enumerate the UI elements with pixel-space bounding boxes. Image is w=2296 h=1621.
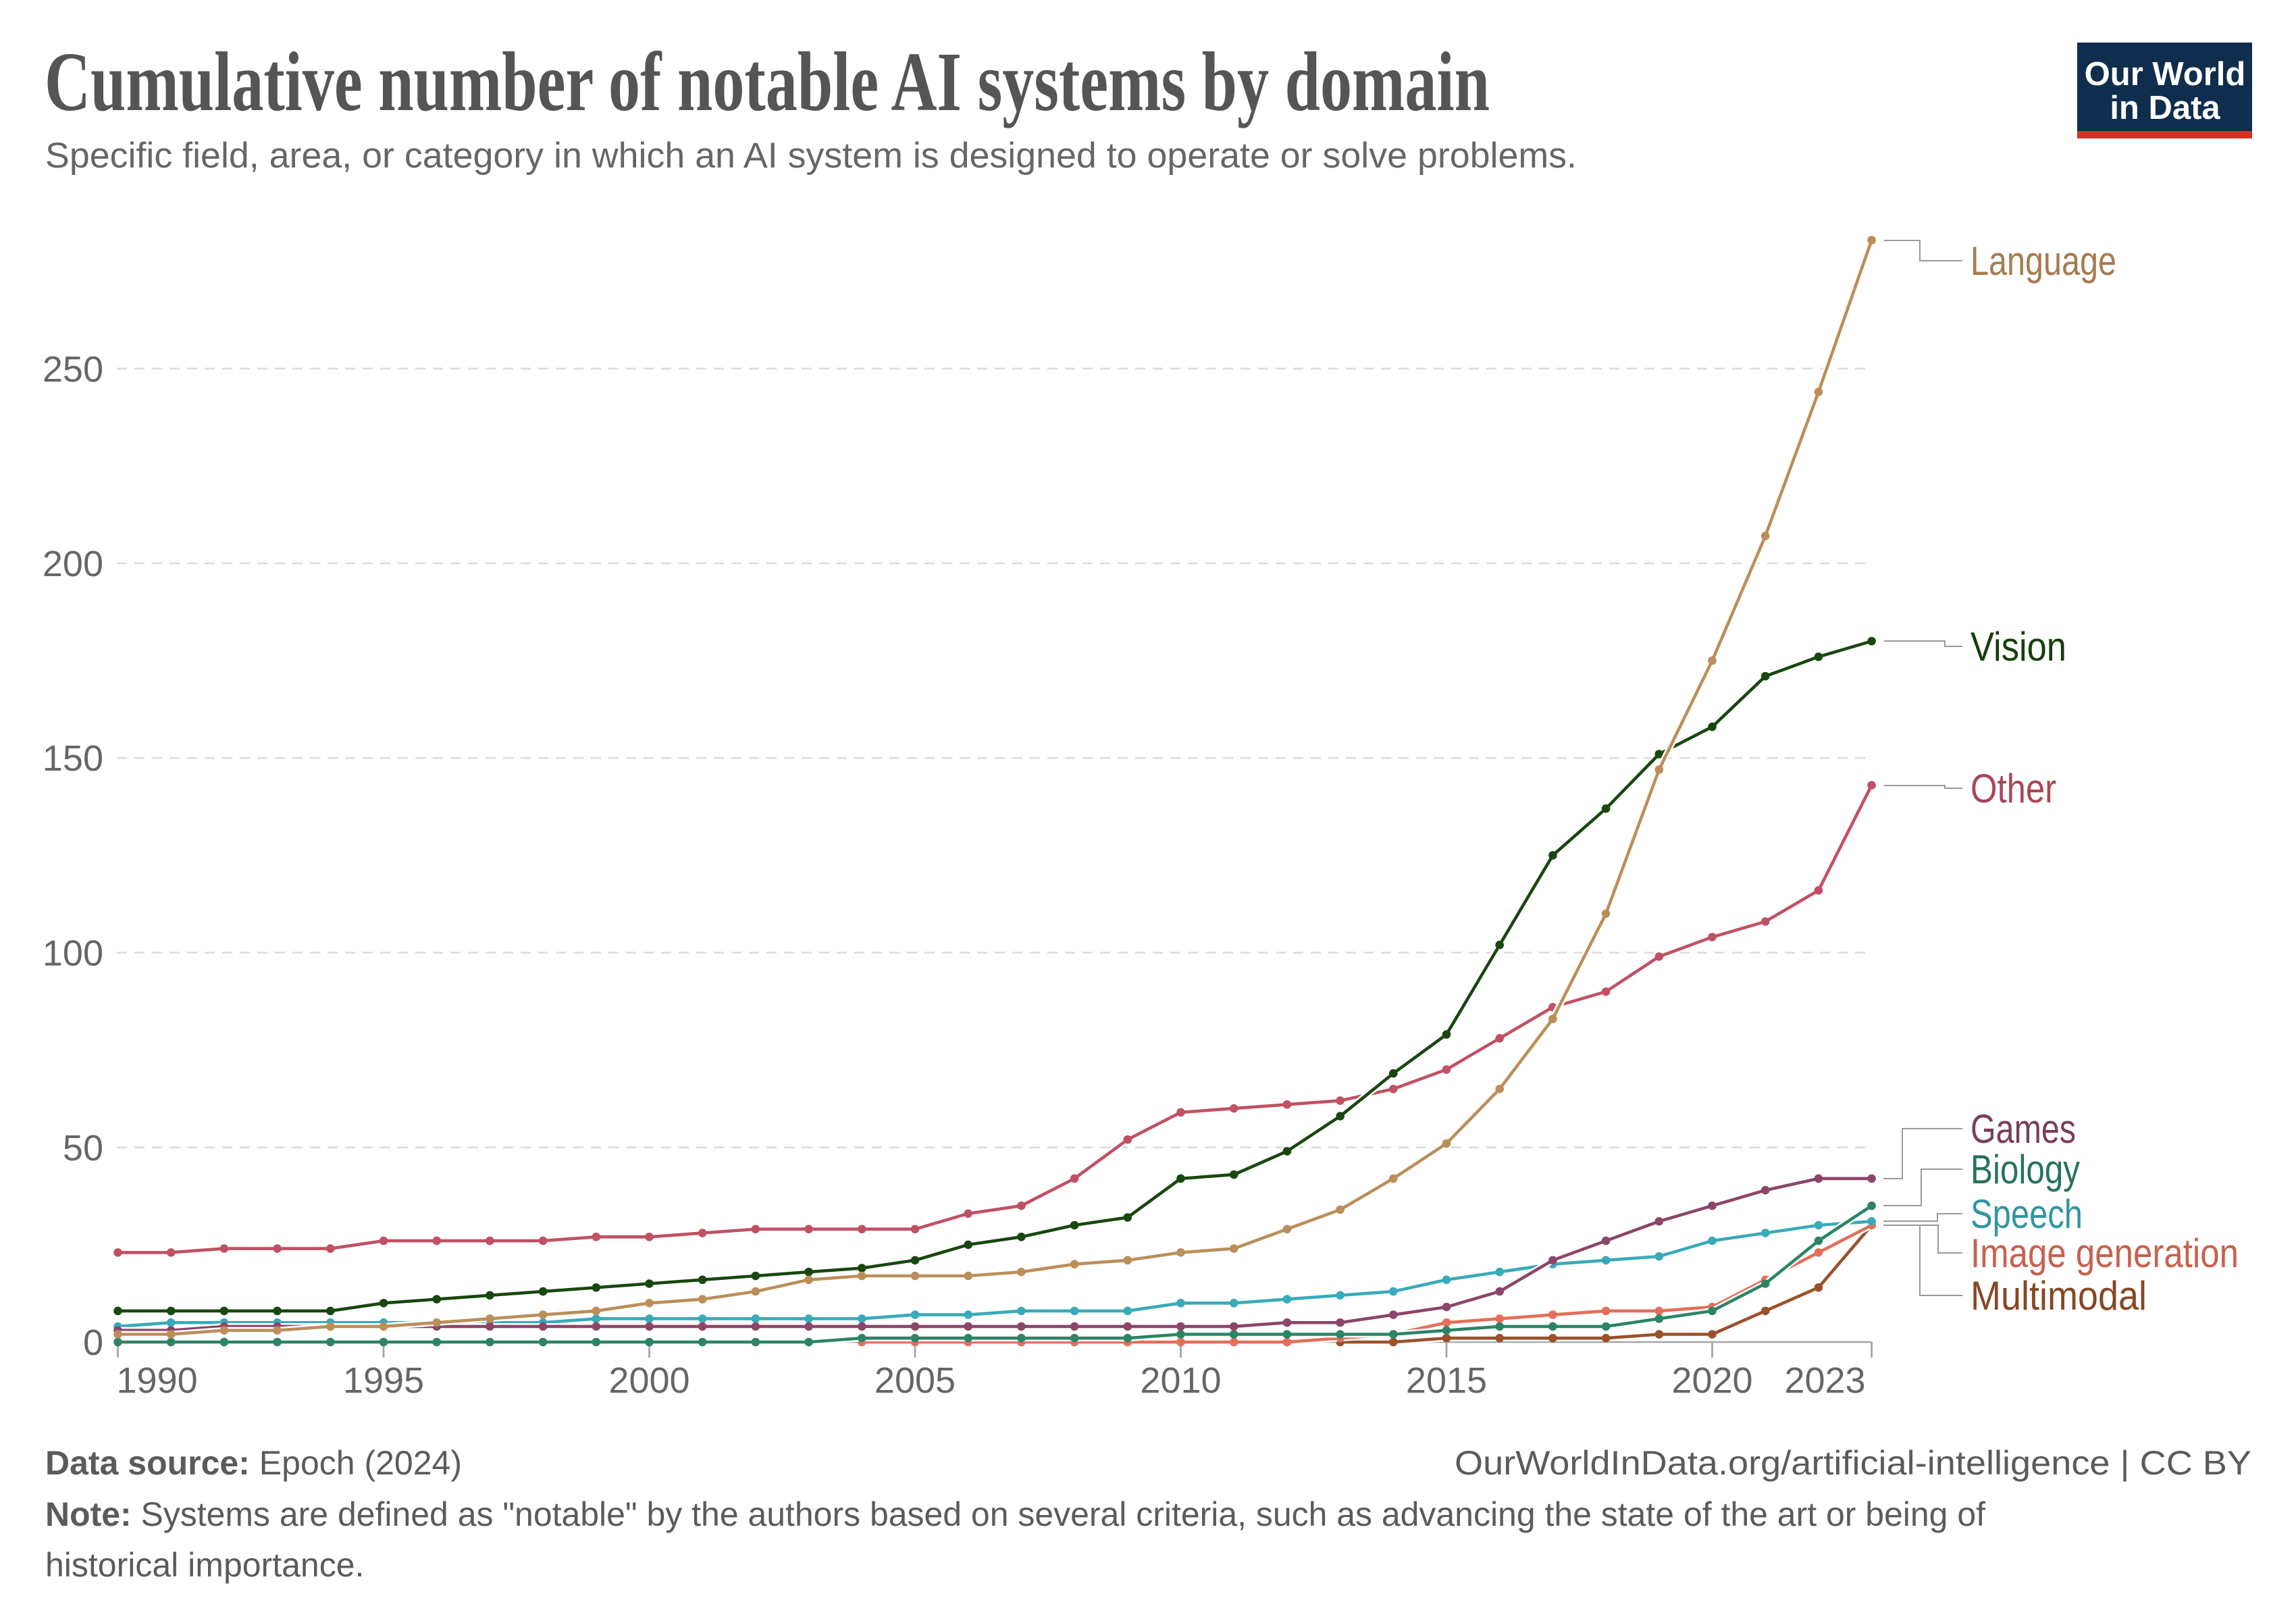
svg-text:Games: Games [1971,1106,2076,1152]
svg-text:historical importance.: historical importance. [45,1546,364,1584]
svg-text:1990: 1990 [117,1360,198,1401]
svg-text:2020: 2020 [1671,1360,1752,1401]
svg-text:2005: 2005 [875,1360,956,1401]
svg-text:Other: Other [1971,766,2056,811]
svg-text:Data source: Epoch (2024): Data source: Epoch (2024) [45,1444,462,1482]
svg-text:250: 250 [43,349,103,390]
svg-text:200: 200 [43,544,103,584]
svg-text:2000: 2000 [608,1360,689,1401]
svg-text:Image generation: Image generation [1971,1231,2239,1276]
svg-text:Our World: Our World [2085,56,2246,93]
svg-text:2010: 2010 [1140,1360,1221,1401]
svg-text:150: 150 [43,738,103,779]
svg-text:in Data: in Data [2110,90,2220,126]
svg-text:Vision: Vision [1971,624,2066,669]
svg-text:2015: 2015 [1406,1360,1487,1401]
svg-text:Multimodal: Multimodal [1971,1273,2147,1318]
svg-text:Note: Systems are defined as ": Note: Systems are defined as "notable" b… [45,1495,1985,1533]
svg-text:Cumulative number of notable A: Cumulative number of notable AI systems … [45,36,1490,129]
svg-text:1995: 1995 [343,1360,424,1401]
svg-text:0: 0 [83,1322,103,1363]
svg-text:100: 100 [43,933,103,974]
svg-text:Biology: Biology [1971,1147,2080,1192]
svg-text:OurWorldInData.org/artificial-: OurWorldInData.org/artificial-intelligen… [1455,1444,2251,1482]
svg-text:2023: 2023 [1784,1360,1865,1401]
svg-text:Specific field, area, or categ: Specific field, area, or category in whi… [45,136,1577,176]
svg-text:Language: Language [1971,238,2116,284]
svg-text:Speech: Speech [1971,1191,2083,1237]
svg-text:50: 50 [63,1128,103,1168]
